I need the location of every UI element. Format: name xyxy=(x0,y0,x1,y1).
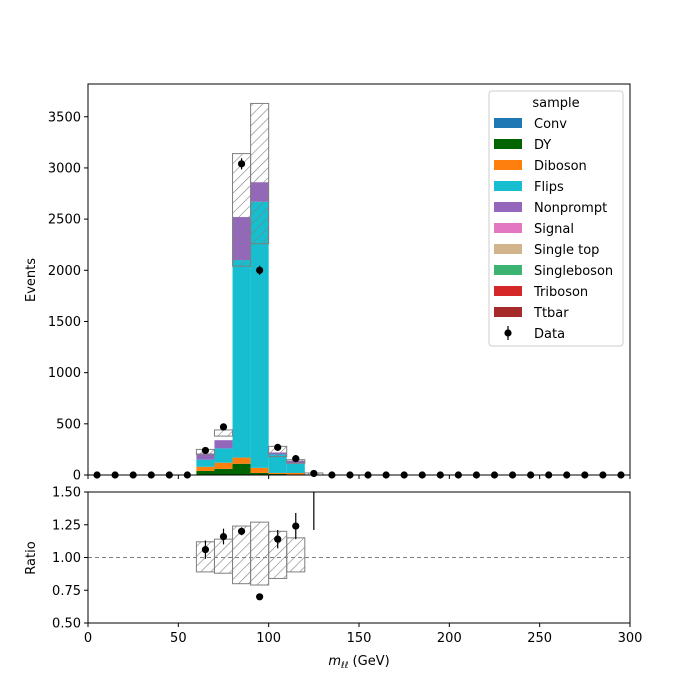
legend-swatch-ttbar xyxy=(494,307,522,317)
ratio-point xyxy=(256,593,264,601)
data-point xyxy=(292,455,300,463)
ratio-point xyxy=(237,527,246,535)
ratio-y-tick-label: 0.75 xyxy=(52,584,81,599)
legend-swatch-singleboson xyxy=(494,265,522,275)
main-plot-panel: 0 500 1000 1500 2000 2500 3000 3500 Events samp… xyxy=(24,83,631,484)
legend-swatch-diboson xyxy=(494,160,522,170)
data-point xyxy=(256,266,264,274)
ratio-plot-panel: 0.500.751.001.251.50 0 50 100 150 200 250 300 … xyxy=(24,486,642,672)
legend-label: Diboson xyxy=(534,159,587,174)
bar-segment-dy xyxy=(214,468,233,475)
ratio-point xyxy=(219,532,228,541)
y-tick-label: 1500 xyxy=(48,315,81,330)
x-tick-label: 0 xyxy=(84,631,92,646)
legend-swatch-flips xyxy=(494,181,522,191)
uncertainty-bin xyxy=(232,153,252,267)
legend: sample Conv DY Diboson Flips Nonprompt Signal… xyxy=(488,90,624,347)
y-axis-events: 0 500 1000 1500 2000 2500 3000 3500 xyxy=(48,110,88,484)
y-tick-label: 1000 xyxy=(48,366,81,381)
y-tick-label: 500 xyxy=(56,417,81,432)
y-tick-label: 2500 xyxy=(48,213,81,228)
legend-swatch-nonprompt xyxy=(494,202,522,212)
ratio-points xyxy=(201,492,315,601)
ratio-y-tick-label: 0.50 xyxy=(52,617,81,632)
bar-segment-flips xyxy=(214,448,233,463)
bar-segment-diboson xyxy=(250,467,269,473)
ratio-y-tick-label: 1.25 xyxy=(52,518,81,533)
data-points xyxy=(93,158,625,479)
legend-label: Triboson xyxy=(533,285,588,300)
bar-segment-diboson xyxy=(214,462,233,469)
legend-label: DY xyxy=(534,138,551,153)
legend-swatch-dy xyxy=(494,139,522,149)
bar-segment-dy xyxy=(268,473,287,475)
x-ticks-upper xyxy=(87,475,631,479)
x-tick-label: 150 xyxy=(347,631,372,646)
x-axis-label: mℓℓ (GeV) xyxy=(328,654,389,671)
ratio-plot-background xyxy=(88,492,630,623)
y-axis-ratio: 0.50 0.75 1.00 1.25 1.50 xyxy=(52,486,88,632)
legend-swatch-single-top xyxy=(494,244,522,254)
uncertainty-bin xyxy=(213,429,234,437)
ratio-y-tick-label: 1.50 xyxy=(52,486,81,501)
bar-segment-flips xyxy=(268,454,287,473)
legend-label: Signal xyxy=(534,222,574,237)
data-point xyxy=(219,423,228,431)
x-tick-label: 250 xyxy=(527,631,552,646)
legend-swatch-triboson xyxy=(494,286,522,296)
x-tick-label: 200 xyxy=(437,631,462,646)
bar-segment-dy xyxy=(196,470,215,475)
y-axis-label-ratio: Ratio xyxy=(24,541,39,574)
legend-swatch-conv xyxy=(494,118,522,128)
bar-segment-nonprompt xyxy=(196,453,215,460)
bar-segment-diboson xyxy=(286,472,305,475)
legend-box xyxy=(488,90,624,347)
ratio-band-bin xyxy=(286,537,306,573)
y-axis-label-events: Events xyxy=(24,258,39,302)
bar-segment-nonprompt xyxy=(214,440,233,449)
data-point xyxy=(310,469,318,478)
x-tick-label: 100 xyxy=(256,631,281,646)
ratio-point xyxy=(292,522,300,530)
uncertainty-bin xyxy=(250,102,270,245)
legend-title: sample xyxy=(532,96,579,111)
y-tick-label: 3500 xyxy=(48,110,81,125)
bar-segment-flips xyxy=(232,260,251,458)
legend-label: Ttbar xyxy=(533,306,569,321)
ratio-point xyxy=(274,535,282,543)
legend-label: Single top xyxy=(534,243,599,258)
bar-segment-flips xyxy=(250,201,269,468)
legend-label: Data xyxy=(534,327,565,342)
data-point xyxy=(237,160,246,168)
x-tick-label: 300 xyxy=(618,631,643,646)
y-tick-label: 0 xyxy=(73,469,81,484)
ratio-point xyxy=(201,546,210,554)
data-point xyxy=(274,443,282,451)
ratio-y-tick-label: 1.00 xyxy=(52,551,81,566)
bar-segment-diboson xyxy=(232,457,251,464)
x-axis: 0 50 100 150 200 250 300 xyxy=(84,623,643,646)
bar-segment-flips xyxy=(196,459,215,467)
data-point xyxy=(201,446,210,455)
y-tick-label: 2000 xyxy=(48,264,81,279)
legend-swatch-signal xyxy=(494,223,522,233)
y-tick-label: 3000 xyxy=(48,161,81,176)
bar-segment-diboson xyxy=(196,466,215,471)
legend-data-marker xyxy=(504,329,512,337)
legend-label: Flips xyxy=(534,180,564,195)
ratio-band-bin xyxy=(250,521,270,586)
bar-segment-dy xyxy=(250,472,269,475)
bar-segment-flips xyxy=(286,463,305,473)
bar-segment-dy xyxy=(232,463,251,475)
legend-label: Nonprompt xyxy=(534,201,607,216)
legend-label: Singleboson xyxy=(534,264,613,279)
legend-label: Conv xyxy=(534,117,567,132)
bar-segment-diboson xyxy=(268,472,287,474)
x-tick-label: 50 xyxy=(170,631,187,646)
